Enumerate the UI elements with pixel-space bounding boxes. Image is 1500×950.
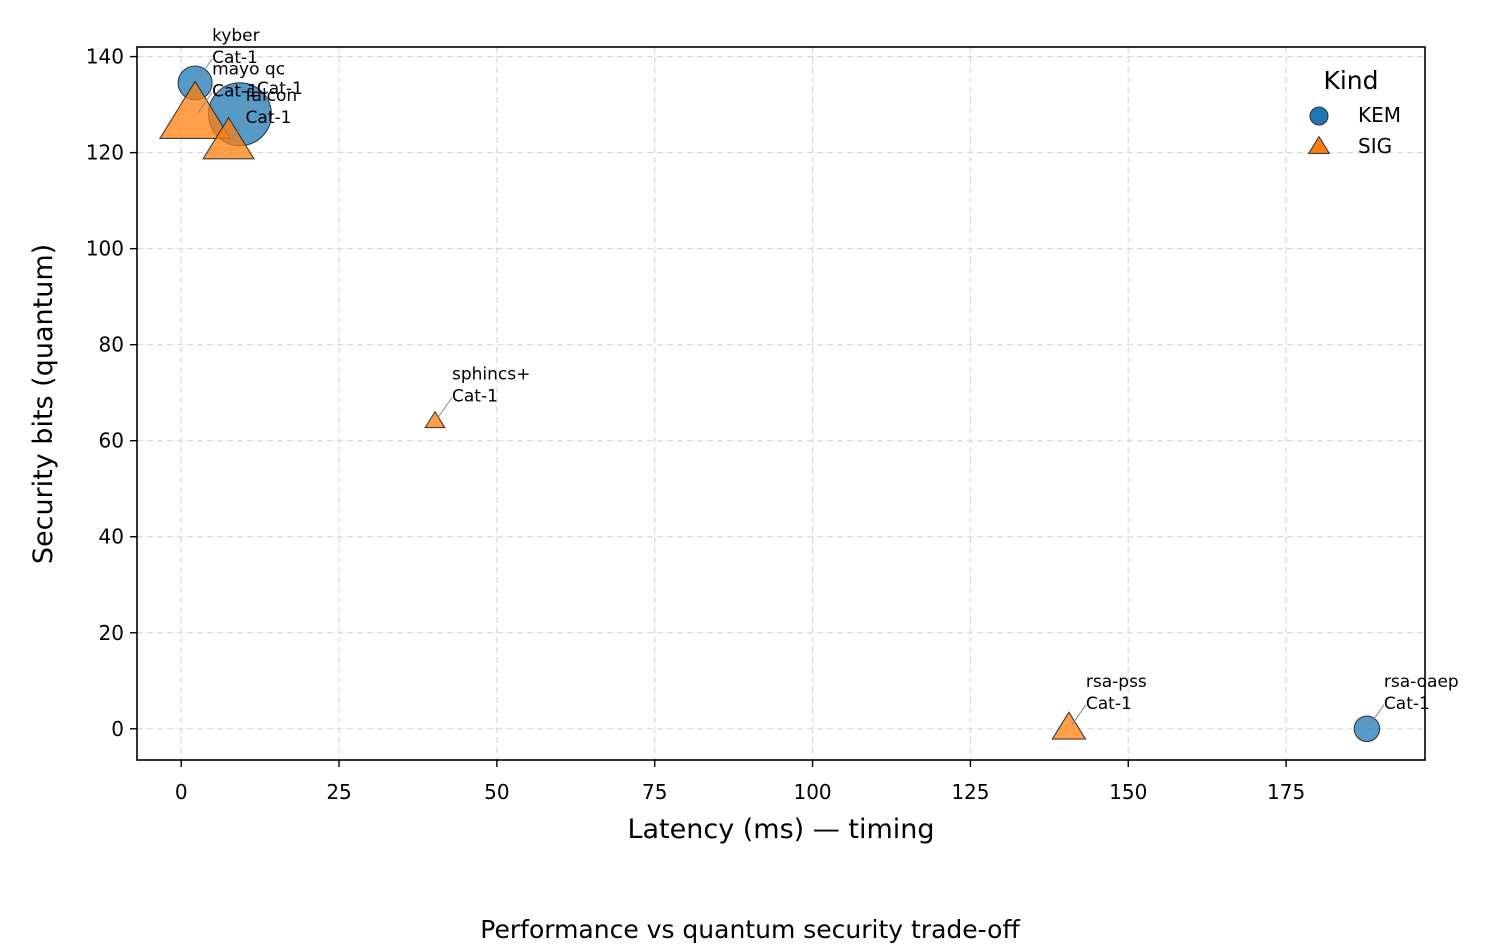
point-category-label: Cat-1: [452, 387, 498, 407]
x-tick-label: 75: [642, 780, 667, 804]
point-category-label: Cat-1: [257, 79, 303, 99]
x-tick-label: 100: [793, 780, 831, 804]
y-axis-label: Security bits (quantum): [28, 244, 59, 564]
data-points: [158, 65, 1381, 743]
y-tick-label: 40: [99, 525, 124, 549]
legend-kem-label: KEM: [1358, 103, 1401, 127]
point-category-label: Cat-1: [212, 82, 258, 102]
legend-sig-marker: [1307, 135, 1331, 154]
x-tick-label: 150: [1109, 780, 1147, 804]
point-name-label: kyber: [212, 26, 260, 46]
y-tick-label: 140: [86, 45, 124, 69]
x-axis-label: Latency (ms) — timing: [627, 814, 934, 845]
point-category-label: Cat-1: [246, 108, 292, 128]
sig-point: [158, 80, 232, 139]
point-category-label: Cat-1: [212, 48, 258, 68]
y-tick-label: 120: [86, 141, 124, 165]
point-name-label: falcon: [246, 86, 298, 106]
kem-point: [1353, 715, 1381, 743]
grid-lines: [137, 47, 1425, 760]
annotation-leader: [1071, 704, 1087, 726]
sig-point: [424, 410, 446, 429]
point-category-label: Cat-1: [1086, 694, 1132, 714]
annotation-leader: [242, 89, 258, 111]
annotation-leader: [437, 397, 453, 418]
x-tick-label: 125: [951, 780, 989, 804]
y-tick-label: 100: [86, 237, 124, 261]
point-name-label: rsa-oaep: [1384, 672, 1459, 692]
annotation-leader: [1369, 704, 1385, 726]
y-tick-label: 20: [99, 621, 124, 645]
y-tick-label: 0: [111, 717, 124, 741]
point-category-label: Cat-1: [1384, 694, 1430, 714]
y-tick-label: 60: [99, 429, 124, 453]
axis-ticks: 0 25 50 75 100 125 150 175 0 20 40 60 80 100 120 140: [86, 45, 1305, 804]
sig-point: [1051, 711, 1087, 740]
annotation-leader: [197, 92, 213, 113]
annotation-leader: [231, 118, 246, 140]
x-tick-label: 175: [1267, 780, 1305, 804]
sig-point: [202, 116, 255, 160]
legend-kem-marker: [1309, 106, 1329, 126]
annotation-leader: [197, 58, 213, 80]
x-tick-label: 50: [484, 780, 509, 804]
x-tick-label: 0: [175, 780, 188, 804]
point-name-label: mayo qc: [212, 60, 285, 80]
point-name-label: rsa-pss: [1086, 672, 1147, 692]
legend-title: Kind: [1323, 66, 1378, 95]
y-tick-label: 80: [99, 333, 124, 357]
chart-caption: Performance vs quantum security trade-of…: [480, 915, 1020, 944]
plot-frame: [136, 46, 1426, 761]
legend-sig-label: SIG: [1358, 134, 1392, 158]
legend: Kind KEM SIG: [1307, 66, 1401, 158]
x-tick-label: 25: [326, 780, 351, 804]
point-name-label: sphincs+: [452, 365, 530, 385]
